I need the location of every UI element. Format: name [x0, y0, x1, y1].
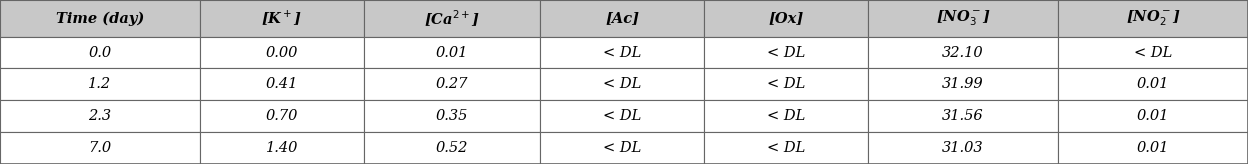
- Bar: [540, 0, 704, 37]
- Bar: [200, 68, 364, 100]
- Text: 32.10: 32.10: [942, 46, 983, 60]
- Text: 0.27: 0.27: [436, 77, 468, 91]
- Text: 31.99: 31.99: [942, 77, 983, 91]
- Bar: [704, 68, 869, 100]
- Bar: [704, 100, 869, 132]
- Text: 0.70: 0.70: [266, 109, 298, 123]
- Bar: [869, 100, 1058, 132]
- Bar: [704, 37, 869, 68]
- Text: 0.01: 0.01: [1137, 77, 1169, 91]
- Text: [Ac]: [Ac]: [605, 11, 639, 25]
- Text: 7.0: 7.0: [89, 141, 111, 155]
- Text: < DL: < DL: [603, 141, 641, 155]
- Text: 2.3: 2.3: [89, 109, 111, 123]
- Bar: [0, 0, 200, 37]
- Text: < DL: < DL: [603, 77, 641, 91]
- Text: 0.35: 0.35: [436, 109, 468, 123]
- Bar: [540, 132, 704, 164]
- Bar: [1058, 0, 1248, 37]
- Bar: [200, 0, 364, 37]
- Bar: [0, 100, 200, 132]
- Bar: [869, 0, 1058, 37]
- Bar: [200, 100, 364, 132]
- Bar: [364, 37, 540, 68]
- Text: 0.0: 0.0: [89, 46, 111, 60]
- Text: 31.03: 31.03: [942, 141, 983, 155]
- Text: [K$^+$]: [K$^+$]: [261, 9, 302, 28]
- Bar: [200, 132, 364, 164]
- Text: 0.01: 0.01: [436, 46, 468, 60]
- Bar: [364, 132, 540, 164]
- Bar: [1058, 132, 1248, 164]
- Bar: [0, 132, 200, 164]
- Bar: [1058, 68, 1248, 100]
- Bar: [364, 68, 540, 100]
- Bar: [364, 0, 540, 37]
- Text: < DL: < DL: [766, 109, 805, 123]
- Bar: [869, 37, 1058, 68]
- Bar: [704, 132, 869, 164]
- Text: 1.40: 1.40: [266, 141, 298, 155]
- Text: [NO$_3^-$]: [NO$_3^-$]: [936, 9, 990, 28]
- Bar: [0, 68, 200, 100]
- Bar: [1058, 37, 1248, 68]
- Text: [NO$_2^-$]: [NO$_2^-$]: [1126, 9, 1181, 28]
- Bar: [200, 37, 364, 68]
- Bar: [1058, 100, 1248, 132]
- Text: < DL: < DL: [1134, 46, 1172, 60]
- Text: 0.01: 0.01: [1137, 141, 1169, 155]
- Bar: [364, 100, 540, 132]
- Bar: [0, 37, 200, 68]
- Text: < DL: < DL: [603, 46, 641, 60]
- Text: [Ca$^{2+}$]: [Ca$^{2+}$]: [424, 8, 480, 29]
- Text: < DL: < DL: [603, 109, 641, 123]
- Text: 0.52: 0.52: [436, 141, 468, 155]
- Bar: [540, 68, 704, 100]
- Text: 1.2: 1.2: [89, 77, 111, 91]
- Bar: [704, 0, 869, 37]
- Bar: [540, 100, 704, 132]
- Text: [Ox]: [Ox]: [769, 11, 804, 25]
- Bar: [869, 132, 1058, 164]
- Text: < DL: < DL: [766, 141, 805, 155]
- Bar: [869, 68, 1058, 100]
- Text: 0.41: 0.41: [266, 77, 298, 91]
- Text: Time (day): Time (day): [56, 11, 144, 26]
- Text: < DL: < DL: [766, 46, 805, 60]
- Text: < DL: < DL: [766, 77, 805, 91]
- Bar: [540, 37, 704, 68]
- Text: 31.56: 31.56: [942, 109, 983, 123]
- Text: 0.00: 0.00: [266, 46, 298, 60]
- Text: 0.01: 0.01: [1137, 109, 1169, 123]
